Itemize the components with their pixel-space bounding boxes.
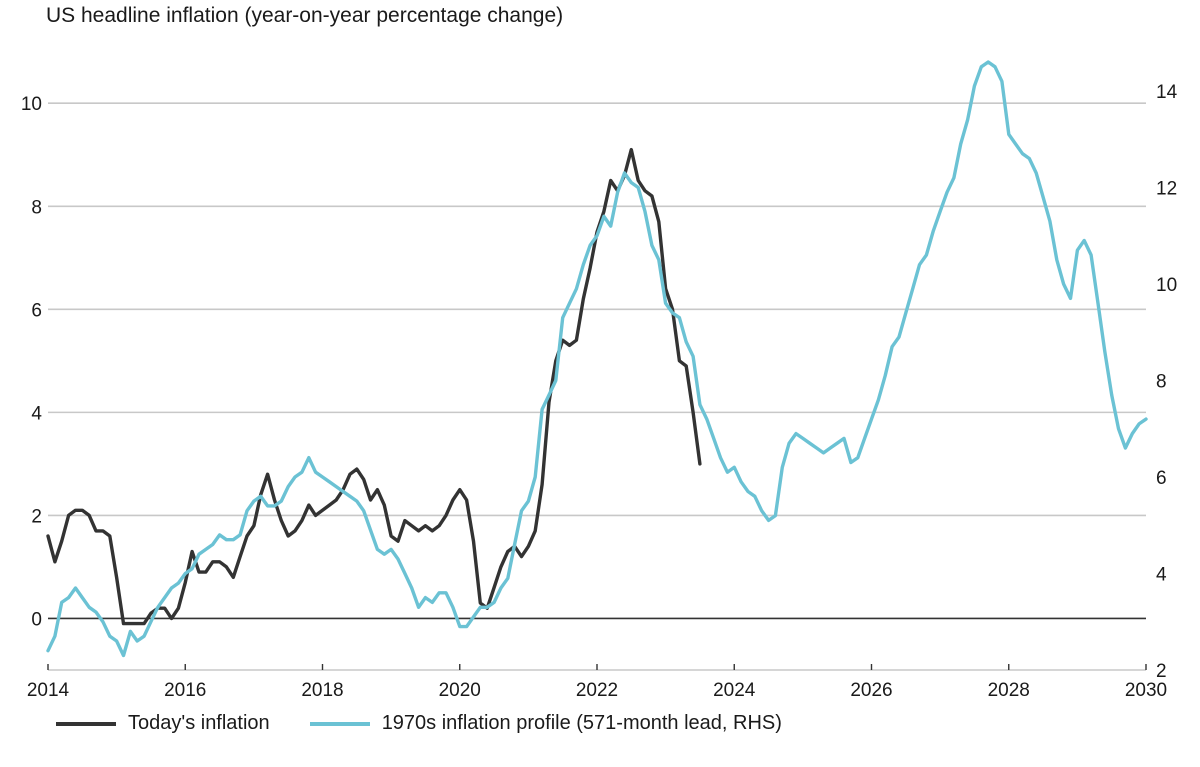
x-tick-label: 2020 bbox=[439, 680, 481, 701]
right-tick-label: 8 bbox=[1156, 371, 1167, 392]
legend-label-seventies: 1970s inflation profile (571-month lead,… bbox=[381, 712, 782, 734]
legend-swatch-today bbox=[56, 721, 116, 726]
legend-label-today: Today's inflation bbox=[128, 712, 270, 734]
x-tick-label: 2016 bbox=[164, 680, 206, 701]
right-tick-label: 4 bbox=[1156, 564, 1167, 585]
left-tick-label: 8 bbox=[31, 197, 42, 218]
right-tick-label: 12 bbox=[1156, 178, 1177, 199]
left-tick-label: 6 bbox=[31, 300, 42, 321]
right-tick-label: 10 bbox=[1156, 275, 1177, 296]
legend: Today's inflation 1970s inflation profil… bbox=[56, 712, 822, 735]
legend-swatch-seventies bbox=[309, 721, 370, 726]
right-tick-label: 2 bbox=[1156, 661, 1167, 682]
x-tick-label: 2026 bbox=[850, 680, 892, 701]
left-tick-label: 0 bbox=[31, 609, 42, 630]
series-lines bbox=[46, 60, 1148, 658]
x-tick-label: 2014 bbox=[27, 680, 70, 701]
x-tick-label: 2022 bbox=[576, 680, 618, 701]
left-tick-label: 2 bbox=[31, 506, 42, 527]
x-tick-label: 2018 bbox=[301, 680, 343, 701]
series-line-1970s bbox=[46, 60, 1148, 658]
left-tick-label: 10 bbox=[21, 94, 42, 115]
chart-title: US headline inflation (year-on-year perc… bbox=[46, 4, 564, 27]
x-tick-label: 2024 bbox=[713, 680, 756, 701]
left-tick-label: 4 bbox=[31, 403, 42, 424]
tick-labels: 0 2 4 6 8 10 2014 2016 2018 2020 2022 2024 2026 2028 2… bbox=[21, 82, 1178, 701]
x-tick-label: 2028 bbox=[988, 680, 1030, 701]
right-tick-label: 6 bbox=[1156, 468, 1167, 489]
legend-item-today: Today's inflation bbox=[56, 712, 270, 735]
right-tick-label: 14 bbox=[1156, 82, 1178, 103]
x-tick-label: 2030 bbox=[1125, 680, 1167, 701]
gridlines bbox=[47, 102, 1147, 671]
legend-item-seventies: 1970s inflation profile (571-month lead,… bbox=[309, 712, 782, 735]
